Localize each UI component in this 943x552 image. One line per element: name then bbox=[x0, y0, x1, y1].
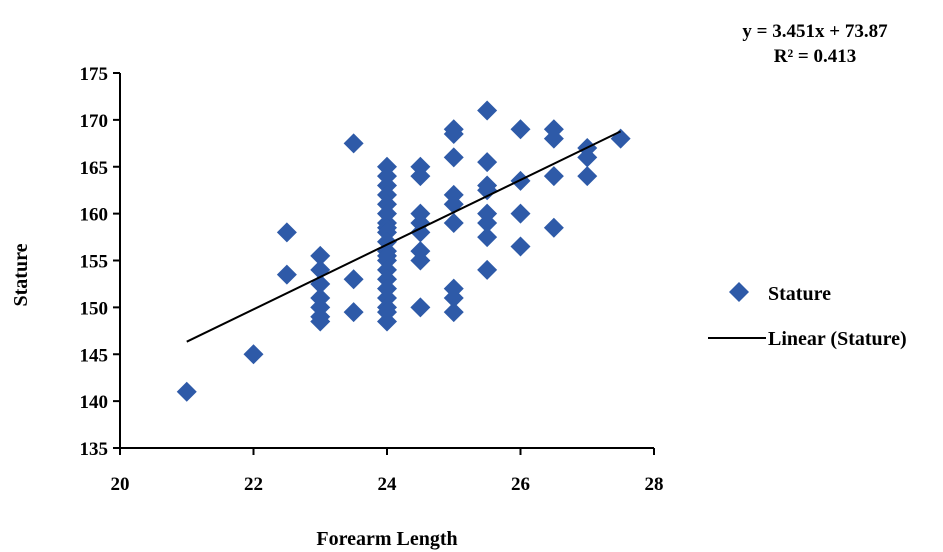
y-axis-title: Stature bbox=[10, 243, 32, 306]
x-axis-ticks: 20 22 24 26 28 bbox=[111, 448, 664, 495]
data-point bbox=[577, 147, 598, 168]
data-point bbox=[543, 217, 564, 238]
x-axis-title: Forearm Length bbox=[316, 528, 457, 550]
data-point bbox=[310, 311, 331, 332]
data-point bbox=[443, 213, 464, 233]
y-tick-label: 145 bbox=[80, 345, 109, 366]
data-point bbox=[410, 222, 431, 243]
data-point bbox=[443, 288, 464, 308]
data-point bbox=[443, 302, 464, 323]
data-point bbox=[477, 152, 498, 173]
legend-marker-stature bbox=[729, 282, 749, 302]
data-point bbox=[176, 381, 197, 402]
data-point bbox=[443, 123, 464, 144]
legend: Stature Linear (Stature) bbox=[708, 282, 907, 350]
trendline-equation: y = 3.451x + 73.87 bbox=[742, 21, 888, 42]
r-squared-value: R² = 0.413 bbox=[774, 46, 857, 67]
x-tick-label: 24 bbox=[378, 474, 398, 495]
data-point bbox=[477, 227, 498, 248]
data-point bbox=[477, 180, 498, 201]
y-axis-ticks: 135 140 145 150 155 160 165 170 175 bbox=[80, 64, 120, 460]
data-point bbox=[510, 236, 531, 257]
x-tick-label: 26 bbox=[511, 474, 530, 495]
y-tick-label: 135 bbox=[80, 439, 109, 460]
data-point bbox=[343, 269, 364, 290]
data-point bbox=[443, 147, 464, 168]
data-point bbox=[410, 250, 431, 271]
trendline bbox=[186, 130, 622, 343]
legend-label-trendline: Linear (Stature) bbox=[768, 328, 907, 350]
x-tick-label: 20 bbox=[111, 474, 130, 495]
data-point bbox=[410, 166, 431, 187]
x-tick-label: 28 bbox=[645, 474, 664, 495]
y-tick-label: 160 bbox=[80, 205, 109, 226]
data-point bbox=[577, 166, 598, 187]
data-points bbox=[176, 100, 631, 402]
data-point bbox=[477, 213, 498, 233]
data-point bbox=[510, 119, 531, 140]
legend-label-stature: Stature bbox=[768, 283, 831, 305]
data-point bbox=[510, 203, 531, 224]
y-tick-label: 175 bbox=[80, 64, 109, 85]
data-point bbox=[377, 311, 397, 332]
y-tick-label: 165 bbox=[80, 158, 109, 179]
y-tick-label: 150 bbox=[80, 298, 109, 319]
y-tick-label: 155 bbox=[80, 252, 109, 273]
y-tick-label: 140 bbox=[80, 392, 109, 413]
data-point bbox=[343, 302, 364, 323]
x-tick-label: 22 bbox=[244, 474, 263, 495]
data-point bbox=[410, 297, 431, 318]
data-point bbox=[276, 222, 297, 243]
data-point bbox=[477, 259, 498, 280]
data-point bbox=[477, 100, 498, 121]
data-point bbox=[543, 128, 564, 149]
data-point bbox=[543, 166, 564, 187]
plot-area: 135 140 145 150 155 160 165 170 175 20 22 24 26 28 bbox=[80, 64, 664, 495]
data-point bbox=[276, 264, 297, 285]
data-point bbox=[343, 133, 364, 154]
data-point bbox=[243, 344, 264, 365]
y-tick-label: 170 bbox=[80, 111, 109, 132]
data-point bbox=[310, 245, 331, 266]
